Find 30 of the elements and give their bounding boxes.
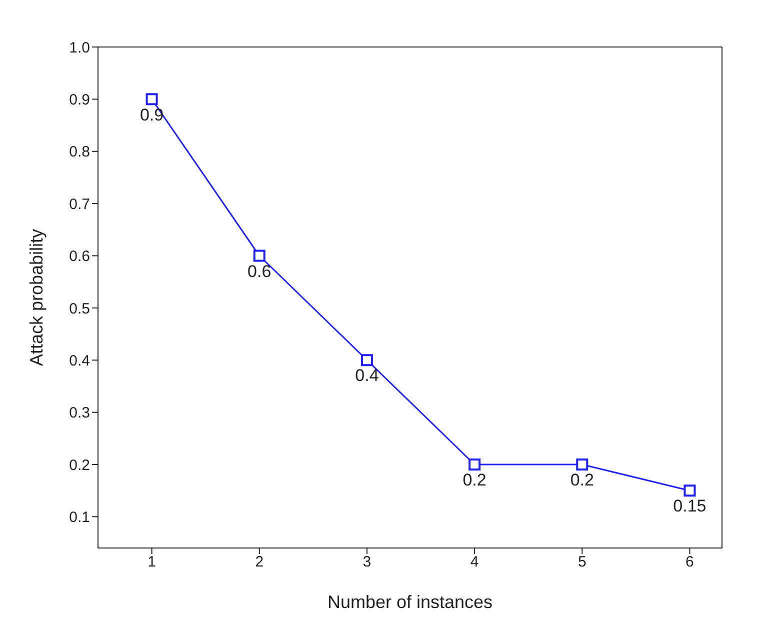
y-tick-label: 0.4 bbox=[69, 352, 90, 370]
x-tick-label: 6 bbox=[686, 554, 694, 571]
data-label: 0.15 bbox=[673, 496, 706, 516]
y-tick-label: 0.3 bbox=[69, 404, 90, 422]
data-label: 0.6 bbox=[248, 262, 272, 281]
point bbox=[684, 484, 696, 497]
y-tick-label: 1.0 bbox=[69, 39, 90, 56]
x-tick-label: 4 bbox=[470, 554, 479, 571]
point bbox=[253, 250, 266, 262]
x-tick-label: 2 bbox=[255, 554, 264, 571]
y-tick-label: 0.1 bbox=[69, 509, 90, 526]
point bbox=[576, 458, 588, 470]
point bbox=[468, 458, 481, 470]
point bbox=[360, 354, 373, 366]
data-label: 0.9 bbox=[140, 105, 164, 124]
y-tick-label: 0.6 bbox=[69, 248, 90, 266]
data-label: 0.4 bbox=[355, 366, 379, 386]
y-tick-label: 0.5 bbox=[69, 300, 90, 318]
data-label: 0.2 bbox=[570, 470, 594, 490]
x-tick-label: 3 bbox=[362, 554, 372, 571]
point bbox=[146, 93, 158, 106]
x-tick-label: 5 bbox=[578, 554, 586, 571]
x-axis-title: Number of instances bbox=[327, 592, 493, 612]
y-tick-label: 0.8 bbox=[69, 144, 90, 161]
y-tick-label: 0.7 bbox=[69, 196, 90, 213]
x-tick-label: 1 bbox=[148, 554, 156, 571]
y-tick-label: 0.2 bbox=[69, 456, 90, 474]
data-label: 0.2 bbox=[462, 470, 486, 490]
y-tick-label: 0.9 bbox=[69, 92, 90, 109]
y-axis-title: Attack probability bbox=[26, 228, 46, 366]
